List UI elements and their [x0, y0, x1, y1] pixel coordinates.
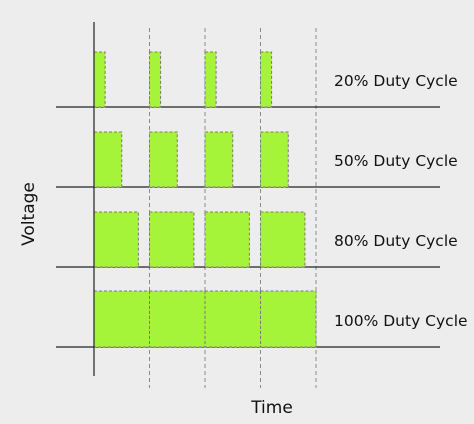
pulse — [204, 131, 234, 188]
duty-label: 20% Duty Cycle — [334, 72, 458, 90]
pulse — [260, 51, 273, 108]
duty-label: 50% Duty Cycle — [334, 152, 458, 170]
y-axis-label: Voltage — [19, 182, 39, 246]
duty-label: 80% Duty Cycle — [334, 232, 458, 250]
duty-cycle-rows: 20% Duty Cycle 50% Duty Cycle 80% Duty Cyc… — [56, 51, 468, 348]
pulse — [93, 290, 150, 348]
pulse — [204, 211, 250, 268]
duty-row-2: 50% Duty Cycle — [56, 131, 458, 188]
pulse — [204, 290, 261, 348]
pulse — [93, 51, 106, 108]
pulse — [260, 290, 317, 348]
duty-row-3: 80% Duty Cycle — [56, 211, 458, 268]
duty-row-1: 20% Duty Cycle — [56, 51, 458, 108]
x-axis-label: Time — [250, 398, 293, 418]
pulse — [93, 131, 123, 188]
duty-row-4: 100% Duty Cycle — [56, 290, 468, 348]
pulse — [149, 211, 195, 268]
pulse — [260, 211, 306, 268]
pulse — [204, 51, 217, 108]
pulse — [149, 290, 206, 348]
pulse — [149, 131, 178, 188]
pulse — [149, 51, 162, 108]
pulse — [93, 211, 139, 268]
pulse — [260, 131, 289, 188]
duty-label: 100% Duty Cycle — [334, 312, 468, 330]
